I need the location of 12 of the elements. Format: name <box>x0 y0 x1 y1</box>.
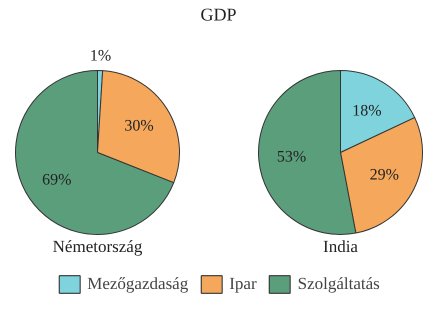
legend-label: Ipar <box>229 274 257 294</box>
data-label: 69% <box>42 172 72 189</box>
data-label: 53% <box>276 148 306 166</box>
data-label: 29% <box>370 166 399 184</box>
slice-label: Németország <box>52 237 143 256</box>
chart-title: GDP <box>200 4 237 24</box>
data-label: 18% <box>352 102 382 120</box>
slice-label: India <box>323 237 358 256</box>
legend-label: Mezőgazdaság <box>87 274 188 294</box>
legend-label: Szolgáltatás <box>298 274 380 294</box>
data-label: 30% <box>124 118 154 135</box>
data-label: 1% <box>90 47 112 64</box>
